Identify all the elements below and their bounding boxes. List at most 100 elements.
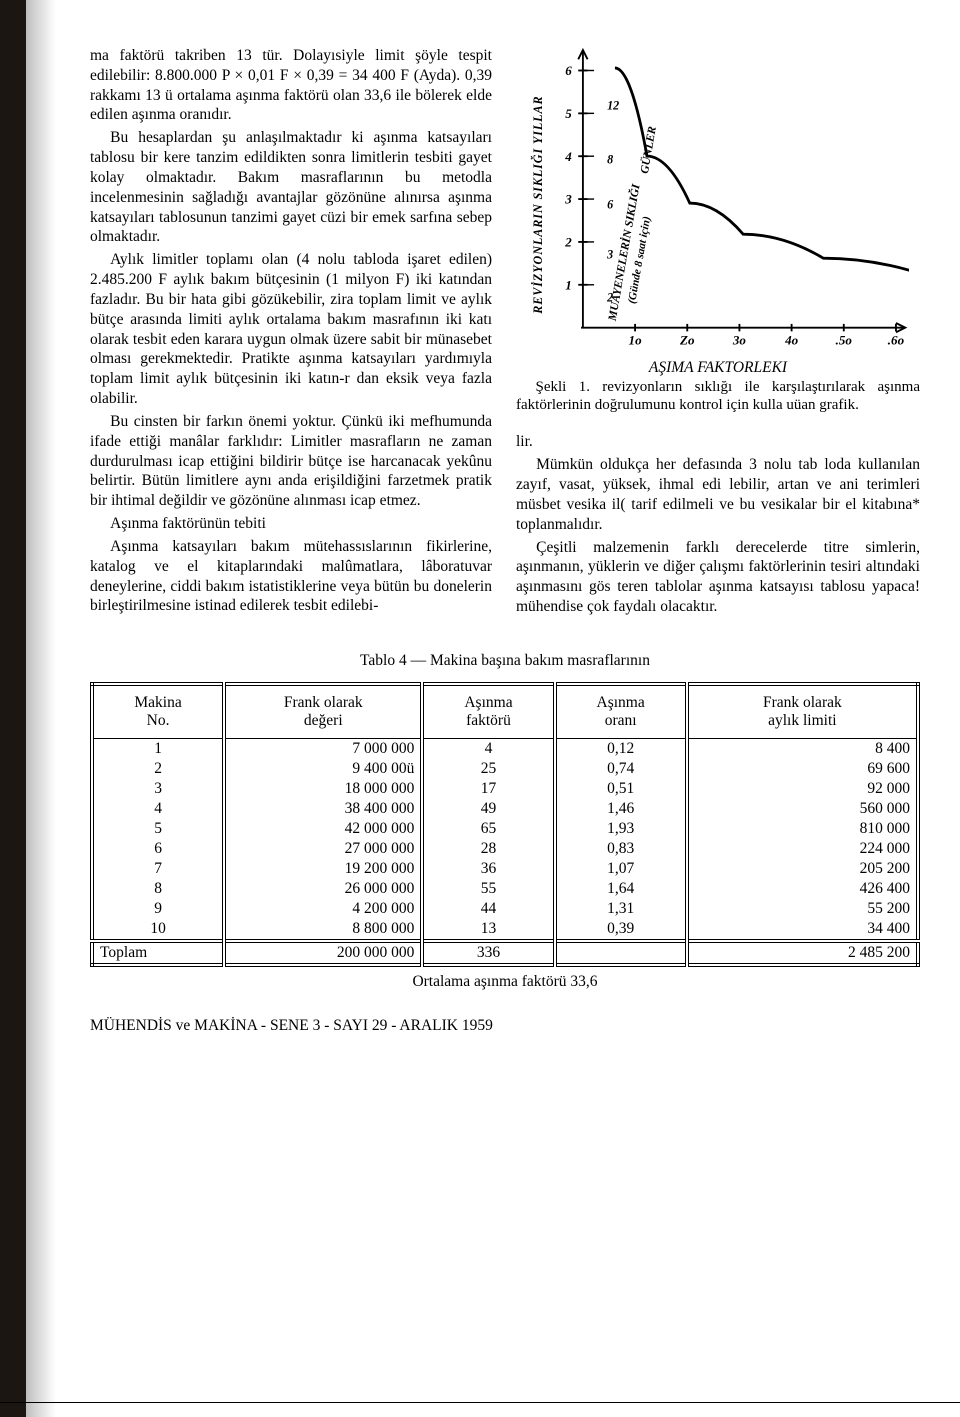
cell: 8 400 <box>687 738 918 759</box>
svg-text:2: 2 <box>564 235 572 250</box>
cell: 426 400 <box>687 879 918 899</box>
cell: 7 <box>92 859 224 879</box>
total-label: Toplam <box>92 941 224 965</box>
col-header: Aşınmafaktörü <box>422 684 554 739</box>
table-row: 438 400 000491,46560 000 <box>92 799 918 819</box>
cell: 205 200 <box>687 859 918 879</box>
total-value: 2 485 200 <box>687 941 918 965</box>
cell: 25 <box>422 759 554 779</box>
cell: 27 000 000 <box>224 839 422 859</box>
page: ma faktörü takriben 13 tür. Dolayısiyle … <box>0 0 960 1417</box>
cell: 1 <box>92 738 224 759</box>
cell: 42 000 000 <box>224 819 422 839</box>
svg-text:6: 6 <box>565 63 572 78</box>
svg-text:REVİZYONLARIN SIKLIĞI YILLAR: REVİZYONLARIN SIKLIĞI YILLAR <box>531 96 545 315</box>
two-column-layout: ma faktörü takriben 13 tür. Dolayısiyle … <box>90 46 920 620</box>
svg-text:1: 1 <box>565 277 572 292</box>
bottom-rule <box>0 1402 960 1403</box>
cell: 44 <box>422 899 554 919</box>
cell: 92 000 <box>687 779 918 799</box>
svg-text:1o: 1o <box>629 332 643 347</box>
cell: 8 800 000 <box>224 919 422 941</box>
section-heading: Aşınma faktörünün tebiti <box>90 514 492 534</box>
cell: 0,83 <box>555 839 687 859</box>
cell: 1,64 <box>555 879 687 899</box>
svg-text:3o: 3o <box>732 332 747 347</box>
svg-text:5: 5 <box>565 106 572 121</box>
table-row: 542 000 000651,93810 000 <box>92 819 918 839</box>
cell: 69 600 <box>687 759 918 779</box>
cell: 10 <box>92 919 224 941</box>
svg-text:4: 4 <box>564 149 572 164</box>
paragraph: ma faktörü takriben 13 tür. Dolayısiyle … <box>90 46 492 125</box>
table-caption: Tablo 4 — Makina başına bakım masrafları… <box>90 652 920 670</box>
cell: 6 <box>92 839 224 859</box>
cell: 1,46 <box>555 799 687 819</box>
paragraph: Çeşitli malzemenin farklı derecelerde ti… <box>516 538 920 617</box>
cell: 5 <box>92 819 224 839</box>
svg-text:.5o: .5o <box>836 332 853 347</box>
cell: 224 000 <box>687 839 918 859</box>
table-row: 826 000 000551,64426 400 <box>92 879 918 899</box>
total-value <box>555 941 687 965</box>
cell: 0,12 <box>555 738 687 759</box>
paragraph: Bu cinsten bir farkın önemi yoktur. Çünk… <box>90 412 492 511</box>
total-value: 200 000 000 <box>224 941 422 965</box>
cell: 7 000 000 <box>224 738 422 759</box>
cell: 17 <box>422 779 554 799</box>
cell: 26 000 000 <box>224 879 422 899</box>
cell: 0,39 <box>555 919 687 941</box>
paragraph: Bu hesaplardan şu anlaşılmaktadır ki aşı… <box>90 128 492 247</box>
svg-text:6: 6 <box>607 197 614 211</box>
cell: 55 200 <box>687 899 918 919</box>
page-footer: MÜHENDİS ve MAKİNA - SENE 3 - SAYI 29 - … <box>90 1017 920 1035</box>
cell: 49 <box>422 799 554 819</box>
table-row: 108 800 000130,3934 400 <box>92 919 918 941</box>
col-header: Aşınmaoranı <box>555 684 687 739</box>
table-row: 29 400 00ü250,7469 600 <box>92 759 918 779</box>
table-row: 94 200 000441,3155 200 <box>92 899 918 919</box>
data-table: MakinaNo. Frank olarakdeğeri Aşınmafaktö… <box>90 682 920 967</box>
svg-text:4o: 4o <box>784 332 799 347</box>
cell: 19 200 000 <box>224 859 422 879</box>
cell: 8 <box>92 879 224 899</box>
cell: 65 <box>422 819 554 839</box>
svg-text:Zo: Zo <box>679 332 695 347</box>
figure-caption: Şekli 1. revizyonların sıklığı ile karşı… <box>516 378 920 415</box>
cell: 4 <box>92 799 224 819</box>
svg-text:8: 8 <box>607 153 613 167</box>
cell: 3 <box>92 779 224 799</box>
cell: 38 400 000 <box>224 799 422 819</box>
table-average-line: Ortalama aşınma faktörü 33,6 <box>90 973 920 991</box>
cell: 4 200 000 <box>224 899 422 919</box>
cell: 2 <box>92 759 224 779</box>
col-header: Frank olarakdeğeri <box>224 684 422 739</box>
cell: 1,31 <box>555 899 687 919</box>
total-value: 336 <box>422 941 554 965</box>
cell: 55 <box>422 879 554 899</box>
cell: 18 000 000 <box>224 779 422 799</box>
cell: 9 400 00ü <box>224 759 422 779</box>
table-row: 719 200 000361,07205 200 <box>92 859 918 879</box>
svg-text:3: 3 <box>564 192 572 207</box>
col-header: Frank olarakaylık limiti <box>687 684 918 739</box>
left-column: ma faktörü takriben 13 tür. Dolayısiyle … <box>90 46 492 620</box>
paragraph: Aylık limitler toplamı olan (4 nolu tabl… <box>90 250 492 409</box>
svg-text:GÜNLER: GÜNLER <box>636 125 659 175</box>
table-header-row: MakinaNo. Frank olarakdeğeri Aşınmafaktö… <box>92 684 918 739</box>
svg-text:3: 3 <box>606 248 613 262</box>
table-row: 318 000 000170,5192 000 <box>92 779 918 799</box>
chart-svg: 123456236812 1oZo3o4o.5o.6o REVİZYONLARI… <box>527 46 909 354</box>
cell: 36 <box>422 859 554 879</box>
table-row: 17 000 00040,128 400 <box>92 738 918 759</box>
table-total-row: Toplam 200 000 000 336 2 485 200 <box>92 941 918 965</box>
figure-chart: 123456236812 1oZo3o4o.5o.6o REVİZYONLARI… <box>516 46 920 414</box>
cell: 9 <box>92 899 224 919</box>
figure-x-axis-title: AŞIMA FAKTORLEKI <box>516 358 920 378</box>
paragraph: Mümkün oldukça her defasında 3 nolu tab … <box>516 455 920 534</box>
cell: 4 <box>422 738 554 759</box>
cell: 1,07 <box>555 859 687 879</box>
svg-text:.6o: .6o <box>888 332 905 347</box>
cell: 13 <box>422 919 554 941</box>
svg-text:12: 12 <box>607 99 619 113</box>
